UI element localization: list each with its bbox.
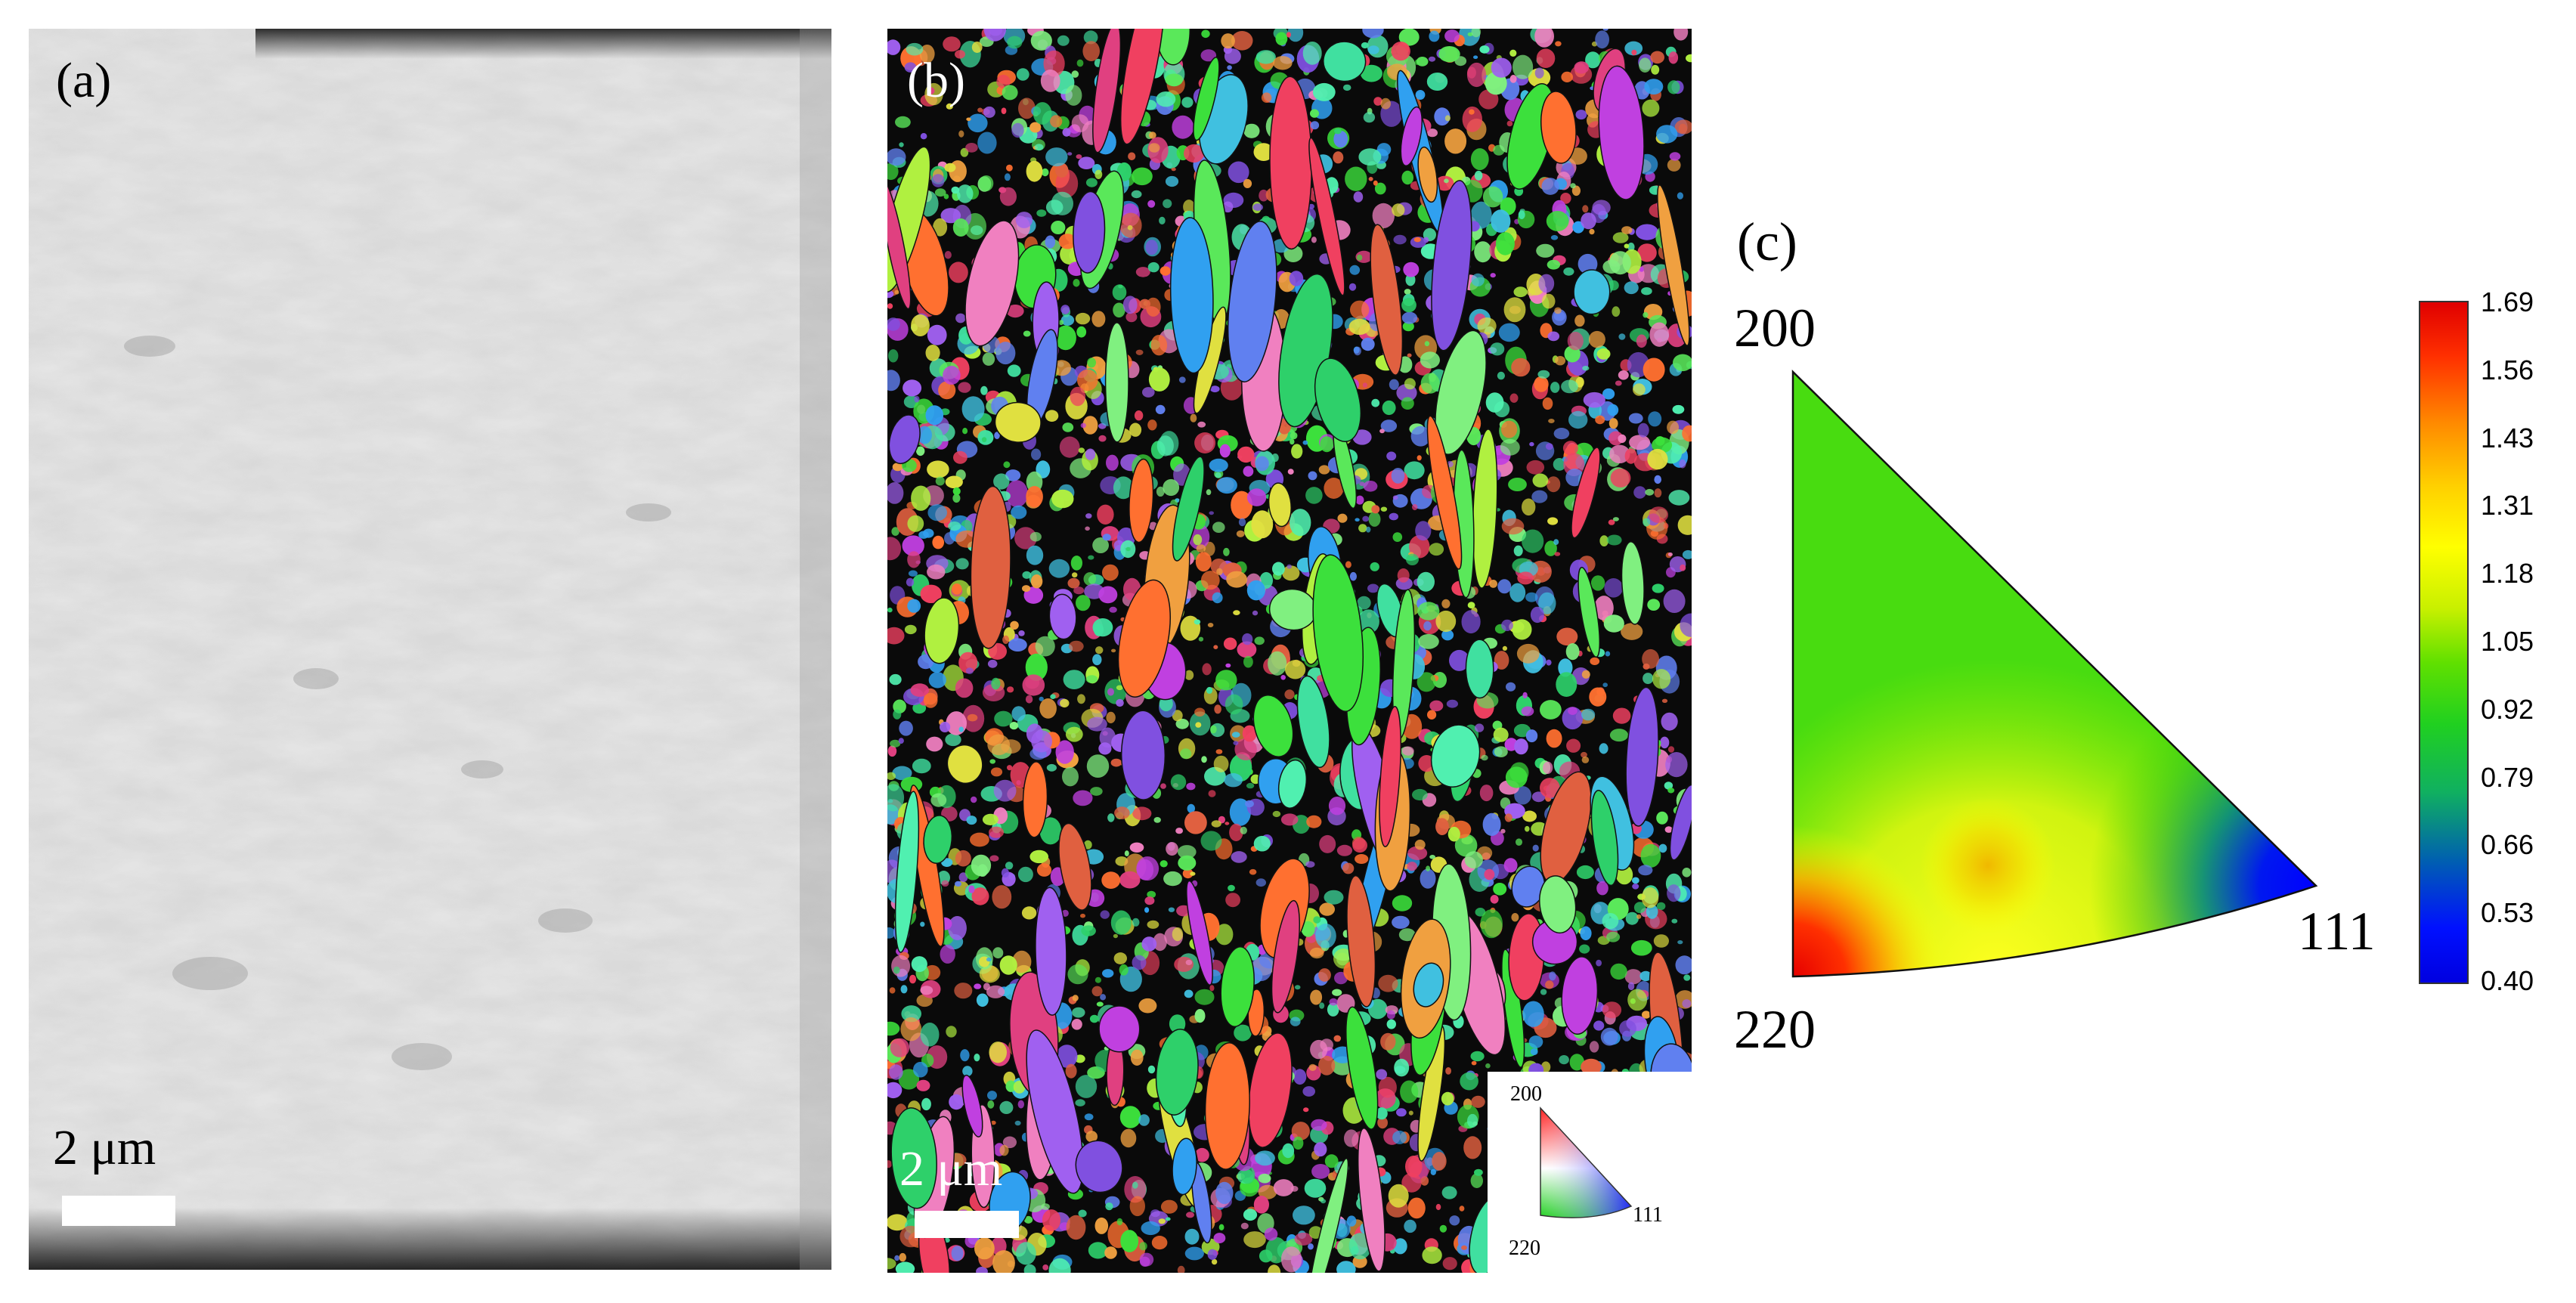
colorbar-tick-label: 0.53 — [2481, 897, 2534, 929]
ipf-color-key: 200 220 111 — [1488, 1072, 1692, 1273]
panel-b-label: (b) — [907, 53, 965, 108]
sem-micrograph-panel: (a) 2 μm — [29, 29, 831, 1270]
colorbar-tick-label: 0.40 — [2481, 965, 2534, 996]
ipf-color-key-triangle — [1540, 1106, 1633, 1218]
ipf-corner-label-220: 220 — [1734, 999, 1816, 1060]
ipf-key-label-220: 220 — [1509, 1236, 1540, 1260]
colorbar-tick-label: 0.79 — [2481, 761, 2534, 793]
colorbar-tick-label: 0.66 — [2481, 829, 2534, 861]
ipf-key-label-111: 111 — [1633, 1203, 1663, 1227]
panel-b-scale-bar — [915, 1211, 1019, 1238]
colorbar-tick-label: 1.18 — [2481, 558, 2534, 590]
panel-c-label: (c) — [1737, 212, 1797, 272]
panel-a-scale-bar-label: 2 μm — [53, 1120, 156, 1175]
inverse-pole-figure — [1791, 370, 2318, 978]
panel-a-scale-bar — [62, 1196, 175, 1226]
ebsd-ipf-map-panel: (b) 2 μm 200 220 111 — [887, 29, 1692, 1273]
colorbar-tick-label: 1.05 — [2481, 626, 2534, 657]
sem-micrograph-image — [29, 29, 831, 1270]
panel-b-scale-bar-label: 2 μm — [899, 1141, 1003, 1196]
colorbar-tick-label: 1.43 — [2481, 422, 2534, 453]
colorbar — [2419, 301, 2469, 984]
ipf-corner-label-111: 111 — [2298, 901, 2376, 961]
ipf-key-label-200: 200 — [1510, 1082, 1542, 1106]
colorbar-tick-label: 1.69 — [2481, 286, 2534, 317]
panel-a-label: (a) — [56, 53, 112, 108]
colorbar-tick-label: 1.31 — [2481, 490, 2534, 522]
colorbar-tick-label: 1.56 — [2481, 354, 2534, 385]
colorbar-tick-label: 0.92 — [2481, 693, 2534, 725]
ipf-corner-label-200: 200 — [1734, 298, 1816, 358]
